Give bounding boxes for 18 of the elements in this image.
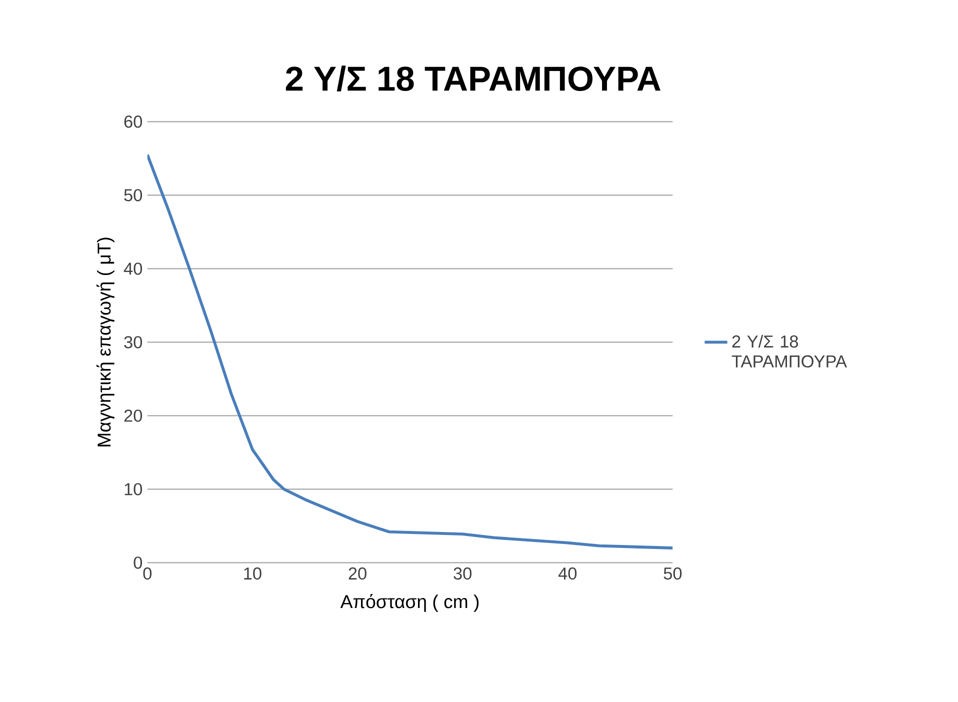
y-tick-label: 30 bbox=[124, 336, 142, 348]
y-tick-label: 10 bbox=[124, 483, 142, 496]
x-tick-label: 20 bbox=[348, 567, 366, 580]
chart-title: 2 Υ/Σ 18 ΤΑΡΑΜΠΟΥΡΑ bbox=[286, 66, 660, 92]
legend-label: 2 Υ/Σ 18 ΤΑΡΑΜΠΟΥΡΑ bbox=[732, 335, 847, 368]
y-tick-label: 60 bbox=[124, 116, 142, 128]
y-tick-label: 50 bbox=[124, 189, 142, 202]
y-tick-label: 20 bbox=[124, 410, 142, 422]
y-tick-label: 0 bbox=[134, 556, 142, 569]
x-axis-title: Απόσταση ( cm ) bbox=[340, 594, 479, 612]
x-tick-label: 10 bbox=[244, 567, 262, 580]
line-series bbox=[147, 153, 673, 550]
x-tick-label: 50 bbox=[664, 567, 682, 580]
y-tick-label: 40 bbox=[124, 262, 142, 275]
x-tick-label: 30 bbox=[454, 567, 472, 580]
x-tick-label: 40 bbox=[558, 567, 577, 580]
x-tick-label: 0 bbox=[143, 567, 152, 580]
y-axis-title: Μαγνητική επαγωγή ( μT) bbox=[96, 238, 114, 446]
